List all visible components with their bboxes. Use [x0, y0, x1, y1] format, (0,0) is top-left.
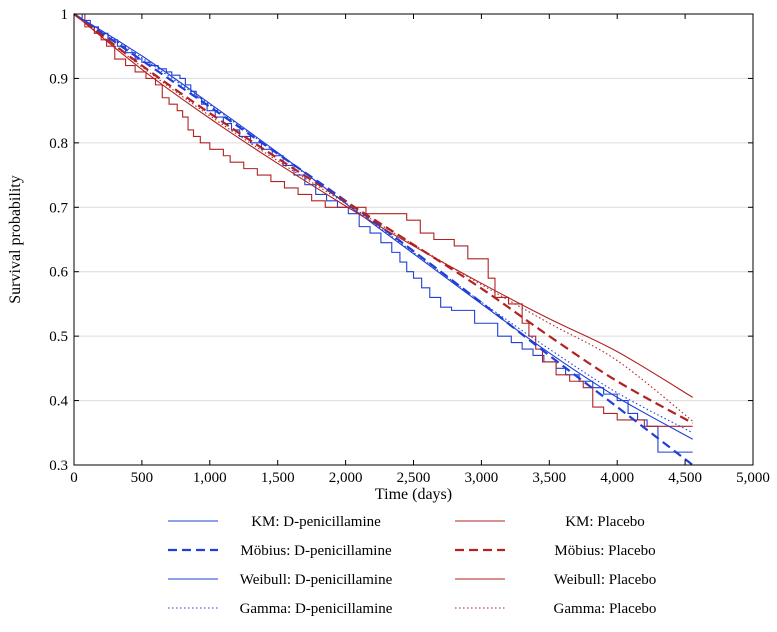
- x-tick-label: 0: [70, 470, 78, 486]
- x-tick-label: 4,500: [668, 470, 702, 486]
- y-tick-label: 0.6: [49, 265, 68, 281]
- y-tick-label: 1: [61, 7, 69, 23]
- legend-label: Möbius: Placebo: [554, 543, 655, 559]
- series-line-weibull-placebo: [73, 13, 693, 398]
- y-tick-label: 0.7: [49, 200, 68, 216]
- series-line-weibull-d-penicillamine: [73, 13, 693, 440]
- legend-label: Weibull: D-penicillamine: [240, 572, 393, 588]
- legend-label: Weibull: Placebo: [554, 572, 657, 588]
- legend-label: KM: Placebo: [565, 514, 645, 530]
- series-line-m-bius-d-penicillamine: [73, 13, 694, 466]
- series-line-gamma-d-penicillamine: [73, 13, 693, 434]
- legend: KM: D-penicillamine KM: Placebo Möbius: D-…: [168, 514, 656, 617]
- x-tick-label: 1,000: [193, 470, 227, 486]
- x-tick-label: 2,000: [329, 470, 363, 486]
- y-tick-label: 0.4: [49, 394, 68, 410]
- legend-label: Gamma: D-penicillamine: [240, 601, 393, 617]
- x-tick-label: 3,000: [465, 470, 499, 486]
- plot-frame: [73, 13, 754, 466]
- y-tick-label: 0.3: [49, 458, 68, 474]
- y-tick-label: 0.8: [49, 136, 68, 152]
- x-tick-label: 2,500: [397, 470, 431, 486]
- series-line-gamma-placebo: [73, 13, 694, 422]
- series-line-km-placebo: [74, 13, 693, 427]
- x-tick-label: 3,500: [532, 470, 566, 486]
- x-tick-label: 4,000: [600, 470, 634, 486]
- y-tick-label: 0.9: [49, 71, 68, 87]
- x-tick-label: 1,500: [261, 470, 295, 486]
- legend-label: KM: D-penicillamine: [251, 514, 381, 530]
- gridlines: [74, 77, 753, 402]
- series-line-m-bius-placebo: [73, 13, 694, 425]
- x-tick-label: 500: [131, 470, 154, 486]
- legend-label: Gamma: Placebo: [554, 601, 657, 617]
- axis-ticks: 0.3 0.4 0.5 0.6 0.7 0.8 0.9 1 0 500 1,000 1,500 2,00…: [49, 7, 770, 486]
- x-axis-title: Time (days): [375, 486, 452, 503]
- series-lines: [73, 13, 694, 466]
- y-axis-title: Survival probability: [7, 175, 24, 303]
- legend-label: Möbius: D-penicillamine: [240, 543, 392, 559]
- x-tick-label: 5,000: [736, 470, 770, 486]
- y-tick-label: 0.5: [49, 329, 68, 345]
